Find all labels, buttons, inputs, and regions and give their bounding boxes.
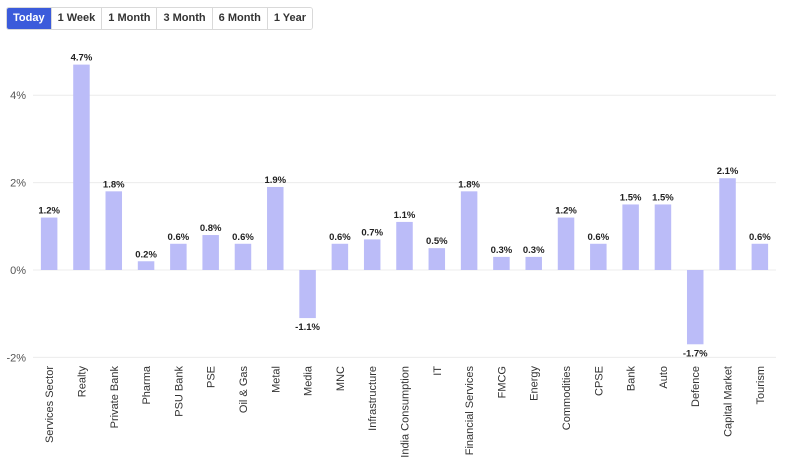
tab-3-month[interactable]: 3 Month <box>157 8 213 29</box>
bar[interactable] <box>137 261 155 270</box>
bar[interactable] <box>557 217 575 270</box>
x-tick-label: PSE <box>206 366 218 388</box>
tab-1-week[interactable]: 1 Week <box>51 8 103 29</box>
x-tick-label: Media <box>303 365 315 396</box>
data-label: 1.8% <box>458 179 480 190</box>
x-tick-label: Energy <box>529 366 541 401</box>
bar[interactable] <box>751 243 769 270</box>
data-label: 1.5% <box>652 192 674 203</box>
bar[interactable] <box>622 204 639 270</box>
x-tick-label: Tourism <box>755 366 767 405</box>
y-tick-label: -2% <box>6 352 26 364</box>
data-label: 0.7% <box>361 227 383 238</box>
data-label: 1.1% <box>394 210 416 221</box>
tab-today[interactable]: Today <box>7 8 52 29</box>
bar[interactable] <box>686 270 704 345</box>
bar[interactable] <box>267 186 284 270</box>
data-label: 1.5% <box>620 192 642 203</box>
tab-1-year[interactable]: 1 Year <box>267 8 313 29</box>
bar[interactable] <box>460 191 478 270</box>
x-tick-label: Pharma <box>141 365 153 404</box>
data-label: 0.6% <box>749 232 771 243</box>
bar[interactable] <box>590 243 607 270</box>
x-tick-label: Infrastructure <box>367 366 379 431</box>
data-label: -1.1% <box>295 322 320 333</box>
bar[interactable] <box>331 243 349 270</box>
y-tick-label: 2% <box>10 178 26 190</box>
tab-1-month[interactable]: 1 Month <box>102 8 158 29</box>
x-tick-label: India Consumption <box>400 366 412 458</box>
bar[interactable] <box>493 256 510 270</box>
data-label: 0.2% <box>135 249 157 260</box>
data-label: 0.3% <box>491 245 513 256</box>
bar[interactable] <box>525 256 542 270</box>
x-tick-label: PSU Bank <box>173 366 185 417</box>
data-label: 1.9% <box>264 175 286 186</box>
x-tick-label: Auto <box>658 366 670 389</box>
x-tick-label: FMCG <box>496 366 508 398</box>
x-tick-label: IT <box>432 366 444 376</box>
data-labels: 1.2% 4.7% 1.8% 0.2% 0.6% 0.8% 0.6% 1.9% -1.1% 0.6… <box>38 53 771 360</box>
data-label: 0.6% <box>232 232 254 243</box>
x-tick-label: Realty <box>76 366 88 398</box>
x-tick-label: Metal <box>270 366 282 393</box>
bar[interactable] <box>654 204 672 270</box>
bar[interactable] <box>170 243 187 270</box>
bar[interactable] <box>234 243 252 270</box>
data-label: 0.3% <box>523 245 545 256</box>
bar[interactable] <box>363 239 381 270</box>
data-label: 1.2% <box>555 206 577 217</box>
x-tick-label: Defence <box>690 366 702 407</box>
data-label: 0.6% <box>168 232 190 243</box>
y-tick-label: 0% <box>10 265 26 277</box>
x-tick-label: CPSE <box>593 366 605 396</box>
x-tick-label: Commodities <box>561 366 573 431</box>
x-tick-label: Private Bank <box>109 366 121 429</box>
bar[interactable] <box>105 191 123 270</box>
bar[interactable] <box>73 64 90 270</box>
data-label: 2.1% <box>717 166 739 177</box>
data-label: 0.6% <box>329 232 351 243</box>
x-tick-label: Bank <box>626 366 638 392</box>
data-label: -1.7% <box>683 348 708 359</box>
data-label: 1.2% <box>38 206 60 217</box>
y-axis: -2% 0% 2% 4% <box>6 90 26 364</box>
data-label: 0.6% <box>587 232 609 243</box>
bar[interactable] <box>396 221 413 270</box>
bar[interactable] <box>428 248 446 270</box>
x-tick-label: Capital Market <box>723 366 735 437</box>
x-axis: Services Sector Realty Private Bank Pharma P… <box>44 365 767 458</box>
data-label: 4.7% <box>71 53 93 64</box>
x-tick-label: MNC <box>335 366 347 391</box>
x-tick-label: Services Sector <box>44 366 56 443</box>
tab-6-month[interactable]: 6 Month <box>212 8 268 29</box>
bars <box>40 64 769 345</box>
data-label: 1.8% <box>103 179 125 190</box>
data-label: 0.8% <box>200 223 222 234</box>
x-tick-label: Oil & Gas <box>238 366 250 414</box>
time-range-tabs: Today 1 Week 1 Month 3 Month 6 Month 1 Y… <box>6 7 314 30</box>
x-tick-label: Financial Services <box>464 366 476 456</box>
data-label: 0.5% <box>426 236 448 247</box>
bar[interactable] <box>202 235 219 270</box>
y-tick-label: 4% <box>10 90 26 102</box>
bar[interactable] <box>719 178 736 270</box>
bar[interactable] <box>299 270 316 319</box>
bar[interactable] <box>40 217 58 270</box>
